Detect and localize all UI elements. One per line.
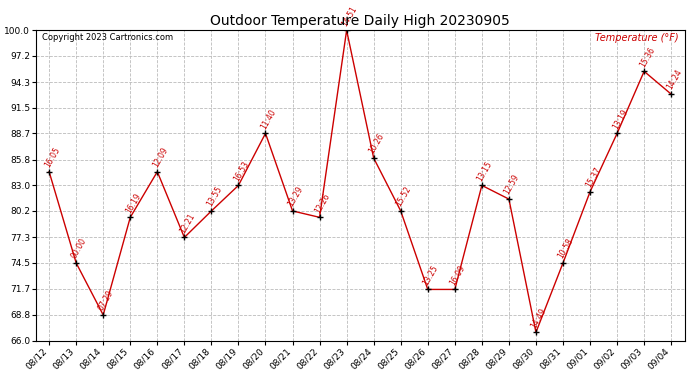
Text: Copyright 2023 Cartronics.com: Copyright 2023 Cartronics.com — [42, 33, 173, 42]
Title: Outdoor Temperature Daily High 20230905: Outdoor Temperature Daily High 20230905 — [210, 14, 510, 28]
Text: 12:59: 12:59 — [502, 173, 521, 196]
Text: 12:21: 12:21 — [178, 211, 197, 235]
Text: 00:00: 00:00 — [70, 237, 88, 260]
Text: 07:29: 07:29 — [97, 289, 115, 312]
Text: 16:09: 16:09 — [448, 263, 467, 286]
Text: 15:36: 15:36 — [638, 45, 656, 69]
Text: 16:19: 16:19 — [124, 191, 143, 214]
Text: 13:29: 13:29 — [286, 185, 305, 208]
Text: 12:09: 12:09 — [151, 146, 170, 169]
Text: 14:51: 14:51 — [340, 4, 359, 27]
Text: 16:53: 16:53 — [232, 159, 250, 183]
Text: 13:55: 13:55 — [205, 185, 224, 208]
Text: 12:26: 12:26 — [313, 191, 332, 214]
Text: 14:49: 14:49 — [529, 306, 549, 330]
Text: 10:58: 10:58 — [557, 237, 575, 260]
Text: 13:19: 13:19 — [611, 107, 629, 130]
Text: 13:25: 13:25 — [422, 263, 440, 286]
Text: 16:05: 16:05 — [43, 146, 61, 169]
Text: 15:37: 15:37 — [584, 166, 602, 189]
Text: 14:24: 14:24 — [664, 68, 684, 92]
Text: Temperature (°F): Temperature (°F) — [595, 33, 678, 44]
Text: 13:15: 13:15 — [475, 159, 494, 183]
Text: 15:52: 15:52 — [394, 185, 413, 208]
Text: 10:26: 10:26 — [367, 132, 386, 155]
Text: 11:40: 11:40 — [259, 107, 278, 130]
